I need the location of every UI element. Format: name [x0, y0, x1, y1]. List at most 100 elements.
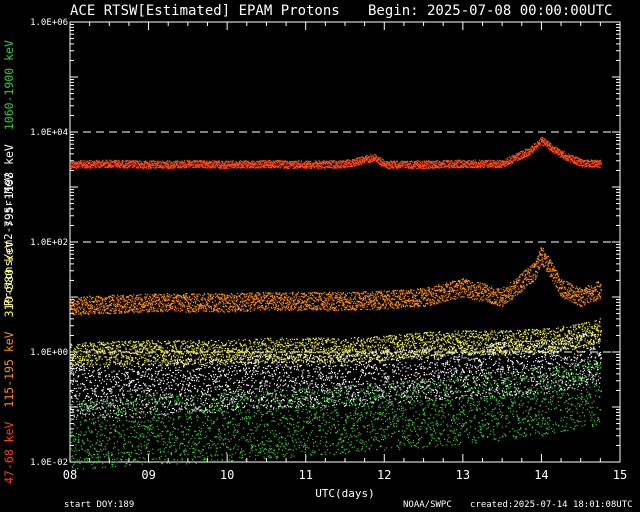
data-point	[152, 166, 155, 168]
data-point	[391, 163, 393, 166]
data-point	[459, 165, 461, 167]
data-point	[339, 167, 341, 169]
data-point	[385, 166, 387, 168]
data-point	[466, 161, 468, 163]
data-point	[301, 165, 304, 167]
data-point	[165, 163, 167, 165]
data-point	[285, 293, 288, 295]
data-point	[264, 307, 266, 309]
data-point	[113, 160, 115, 162]
data-point	[90, 304, 92, 306]
data-point	[267, 166, 269, 169]
data-point	[418, 167, 420, 169]
data-point	[432, 163, 434, 165]
data-point	[217, 311, 219, 313]
data-point	[275, 308, 277, 310]
data-point	[106, 159, 108, 161]
data-point	[94, 163, 96, 165]
data-point	[137, 299, 139, 301]
data-point-anchor	[561, 153, 563, 156]
data-point	[264, 295, 266, 297]
data-point	[278, 162, 281, 164]
data-point	[126, 302, 128, 304]
data-point	[347, 163, 349, 165]
data-point	[262, 305, 264, 307]
data-point	[360, 160, 362, 162]
data-point	[98, 163, 100, 165]
data-point	[211, 163, 213, 165]
data-point	[465, 163, 467, 165]
data-point	[260, 165, 263, 167]
data-point	[219, 310, 221, 313]
data-point	[243, 160, 245, 162]
data-point	[107, 307, 109, 309]
x-tick-label: 10	[220, 468, 234, 482]
data-point	[520, 152, 522, 154]
data-point	[279, 163, 281, 165]
data-point	[359, 164, 361, 166]
data-point	[107, 165, 109, 167]
data-point	[396, 167, 398, 169]
data-point	[456, 167, 458, 169]
data-point	[132, 303, 134, 305]
data-point	[362, 158, 364, 160]
data-point	[307, 296, 309, 298]
data-point	[226, 305, 228, 308]
data-point	[405, 162, 407, 164]
data-point	[343, 162, 345, 164]
data-point	[177, 160, 179, 162]
data-point	[203, 294, 205, 296]
data-point	[116, 160, 118, 162]
data-point	[132, 167, 134, 169]
data-point	[202, 295, 204, 297]
data-point	[280, 298, 282, 301]
data-point	[326, 303, 328, 305]
data-point	[71, 161, 73, 163]
data-point	[560, 150, 562, 152]
data-point	[367, 160, 369, 162]
data-point	[576, 160, 578, 162]
data-point	[447, 160, 449, 162]
data-point	[460, 161, 462, 163]
data-point	[352, 161, 354, 163]
data-point	[174, 167, 176, 169]
data-point	[127, 167, 129, 169]
data-point	[469, 165, 471, 167]
data-point	[401, 163, 403, 165]
data-point	[453, 167, 455, 169]
data-point	[238, 306, 240, 308]
data-point	[165, 306, 168, 308]
data-point	[161, 309, 163, 311]
data-point	[395, 163, 397, 165]
data-point	[512, 155, 514, 157]
data-point	[207, 163, 209, 165]
data-point	[316, 163, 318, 165]
data-point	[93, 162, 95, 164]
data-point	[121, 305, 123, 307]
data-point	[117, 163, 119, 166]
data-point	[217, 160, 219, 162]
data-point	[188, 161, 190, 163]
data-point	[427, 160, 429, 162]
data-point	[533, 147, 535, 149]
data-point	[310, 163, 312, 165]
data-point	[378, 159, 380, 161]
data-point	[450, 167, 452, 169]
data-point	[244, 160, 246, 162]
data-point	[452, 162, 454, 164]
data-point	[345, 167, 347, 169]
data-point	[260, 161, 262, 164]
data-point	[81, 164, 83, 166]
data-point	[143, 303, 145, 305]
data-point	[406, 161, 409, 163]
data-point	[161, 300, 163, 302]
data-point	[565, 156, 567, 158]
data-point	[212, 160, 214, 162]
data-point	[218, 162, 220, 164]
data-point	[183, 304, 185, 306]
data-point	[317, 307, 319, 309]
data-point	[162, 310, 164, 312]
data-point	[312, 303, 315, 305]
data-point	[445, 167, 447, 169]
data-point	[331, 166, 333, 168]
